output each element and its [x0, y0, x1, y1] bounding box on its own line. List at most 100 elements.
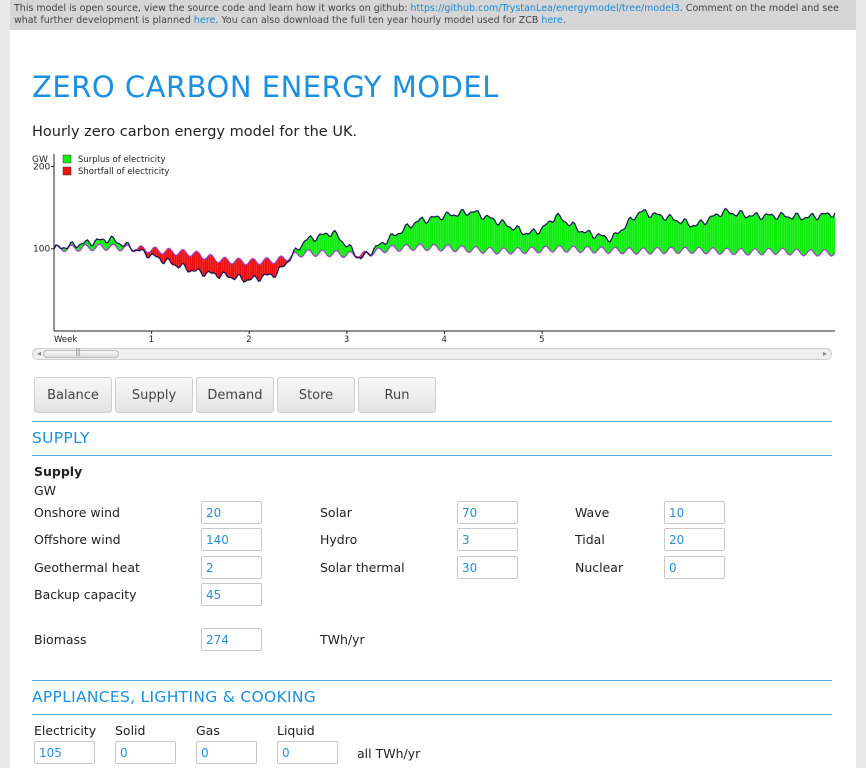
gas-input[interactable] [196, 741, 257, 764]
surplus-area [318, 233, 320, 255]
solar-input[interactable] [457, 501, 518, 524]
shortfall-area [182, 249, 185, 265]
tab-balance[interactable]: Balance [34, 377, 112, 413]
tab-store[interactable]: Store [277, 377, 355, 413]
surplus-area [667, 214, 670, 251]
surplus-area [474, 210, 477, 248]
nuclear-input[interactable] [664, 556, 725, 579]
shortfall-area [226, 258, 229, 278]
surplus-area [550, 221, 553, 253]
surplus-area [684, 218, 687, 248]
notice-text: . [562, 15, 566, 26]
github-link[interactable]: https://github.com/TrystanLea/energymode… [410, 3, 680, 14]
surplus-area [319, 233, 322, 252]
surplus-area [803, 217, 806, 256]
shortfall-area [264, 257, 266, 275]
legend-swatch [62, 166, 72, 176]
surplus-area [762, 215, 765, 255]
offshore-wind-label: Offshore wind [34, 532, 121, 547]
surplus-area [481, 218, 484, 254]
liquid-input[interactable] [277, 741, 338, 764]
hydro-label: Hydro [320, 532, 358, 547]
surplus-area [654, 212, 657, 250]
surplus-area [769, 214, 772, 251]
shortfall-area [236, 258, 239, 278]
surplus-area [589, 230, 592, 251]
surplus-area [548, 221, 551, 251]
download-link[interactable]: here [541, 15, 563, 26]
shortfall-area [191, 253, 194, 272]
surplus-area [574, 223, 577, 249]
hydro-input[interactable] [457, 528, 518, 551]
surplus-area [626, 219, 629, 250]
shortfall-area [225, 257, 227, 277]
appliances-unit: all TWh/yr [357, 746, 421, 761]
shortfall-area [267, 257, 270, 275]
tab-demand[interactable]: Demand [196, 377, 274, 413]
surplus-area [807, 216, 809, 253]
shortfall-area [238, 258, 240, 275]
surplus-area [543, 225, 545, 249]
chart-scrollbar[interactable]: ◂ ||| ▸ [32, 347, 832, 360]
solar-thermal-input[interactable] [457, 556, 518, 579]
surplus-area [781, 212, 783, 249]
shortfall-area [161, 253, 164, 264]
onshore-wind-input[interactable] [201, 501, 262, 524]
offshore-wind-input[interactable] [201, 528, 262, 551]
shortfall-area [210, 254, 213, 274]
y-tick-label: 200 [33, 162, 50, 172]
scroll-left-icon[interactable]: ◂ [36, 349, 41, 358]
surplus-area [331, 232, 333, 257]
surplus-area [446, 212, 449, 246]
shortfall-area [271, 262, 274, 278]
backup-capacity-input[interactable] [201, 583, 262, 606]
scroll-right-icon[interactable]: ▸ [822, 349, 827, 358]
surplus-area [429, 216, 432, 249]
surplus-area [818, 215, 821, 256]
surplus-area [790, 218, 793, 255]
scroll-thumb[interactable]: ||| [43, 347, 119, 358]
surplus-area [431, 216, 434, 247]
surplus-area [596, 233, 599, 252]
surplus-area [723, 208, 726, 252]
shortfall-area [234, 259, 237, 280]
surplus-area [738, 210, 741, 251]
shortfall-area [200, 256, 203, 277]
tab-supply[interactable]: Supply [115, 377, 193, 413]
surplus-area [688, 223, 690, 253]
surplus-area [749, 215, 752, 255]
surplus-area [595, 234, 597, 254]
shortfall-area [187, 255, 190, 272]
surplus-area [608, 241, 610, 254]
surplus-area [509, 226, 512, 254]
tidal-input[interactable] [664, 528, 725, 551]
surplus-area [442, 215, 445, 251]
surplus-area [673, 219, 676, 252]
shortfall-area [208, 254, 211, 273]
surplus-area [504, 221, 506, 250]
electricity-input[interactable] [34, 741, 95, 764]
shortfall-area [152, 247, 155, 256]
legend-swatch [62, 154, 72, 164]
surplus-area [758, 216, 761, 255]
geothermal-heat-input[interactable] [201, 556, 262, 579]
surplus-area [600, 235, 603, 248]
surplus-area [675, 220, 677, 254]
solid-input[interactable] [115, 741, 176, 764]
tab-run[interactable]: Run [358, 377, 436, 413]
surplus-area [396, 233, 399, 252]
biomass-input[interactable] [201, 628, 262, 651]
surplus-area [405, 223, 408, 245]
surplus-area [425, 222, 428, 251]
geothermal-heat-label: Geothermal heat [34, 560, 140, 575]
shortfall-area [256, 262, 259, 282]
surplus-area [736, 213, 739, 253]
development-link[interactable]: here [193, 15, 216, 26]
backup-capacity-label: Backup capacity [34, 587, 137, 602]
surplus-area [450, 215, 452, 250]
surplus-area [427, 218, 430, 251]
wave-input[interactable] [664, 501, 725, 524]
surplus-area [619, 230, 622, 254]
liquid-label: Liquid [277, 723, 315, 738]
surplus-area [805, 217, 808, 256]
